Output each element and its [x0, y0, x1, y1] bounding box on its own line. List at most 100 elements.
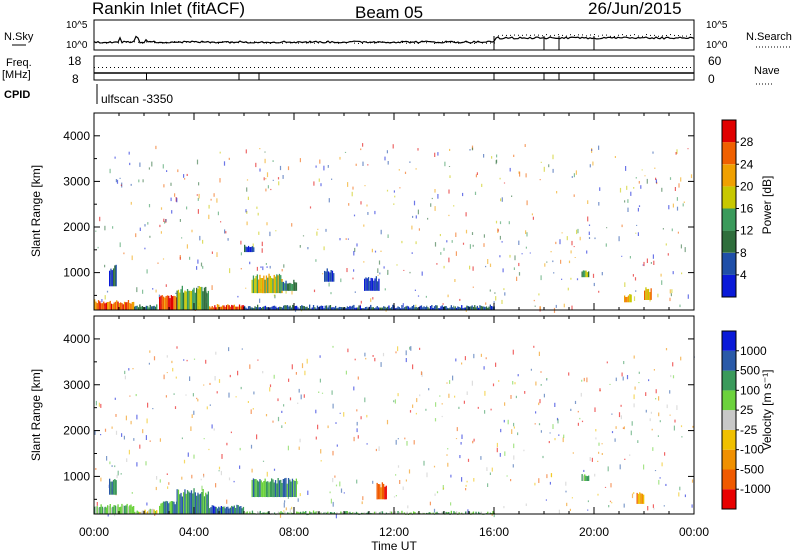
noise-speck [319, 355, 321, 358]
noise-speck [183, 174, 185, 178]
echo-cell [311, 307, 313, 310]
nsearch-dot [246, 41, 247, 43]
noise-speck [499, 177, 501, 180]
noise-speck [687, 294, 689, 299]
nave-dot [94, 67, 95, 68]
echo-cell [122, 304, 124, 310]
echo-cell [121, 503, 123, 514]
noise-speck [496, 159, 498, 163]
nsearch-dot [490, 42, 491, 44]
noise-speck [289, 397, 292, 401]
echo-cell [410, 307, 412, 310]
noise-speck [495, 296, 497, 301]
nsearch-dot [478, 41, 479, 43]
noise-speck [397, 393, 399, 397]
echo-cell [344, 511, 346, 514]
echo-patch [636, 492, 645, 504]
echo-cell [333, 512, 335, 514]
echo-cell [264, 279, 266, 294]
echo-cell [177, 489, 180, 514]
nsearch-dot [618, 34, 619, 36]
nave-dot [622, 67, 623, 68]
noise-speck [404, 171, 407, 174]
nsearch-dot [226, 41, 227, 43]
echo-cell [422, 307, 424, 310]
nave-dot [406, 67, 407, 68]
noise-speck [197, 259, 199, 264]
noise-speck [360, 148, 362, 151]
echo-cell [271, 306, 273, 310]
noise-speck [426, 472, 428, 478]
echo-cell [246, 247, 248, 253]
echo-cell [206, 494, 208, 514]
echo-cell [253, 512, 255, 514]
noise-speck [467, 509, 469, 515]
nsky-trace [93, 34, 695, 50]
echo-cell [236, 306, 238, 310]
nave-dot [118, 67, 119, 68]
noise-speck [352, 277, 354, 280]
noise-speck [123, 252, 125, 255]
noise-speck [558, 509, 560, 515]
noise-speck [166, 473, 168, 475]
noise-speck [680, 177, 682, 182]
echo-cell [244, 305, 246, 310]
noise-speck [262, 371, 264, 374]
noise-speck [257, 212, 259, 216]
nsearch-dot [278, 42, 279, 44]
noise-speck [343, 412, 345, 417]
nave-dot [158, 67, 159, 68]
echo-cell [377, 484, 380, 500]
nsearch-dot [198, 41, 199, 43]
echo-cell [371, 278, 374, 291]
echo-cell [114, 479, 116, 495]
echo-cell [346, 511, 348, 514]
echo-cell [302, 305, 304, 310]
nsearch-dot [126, 41, 127, 43]
echo-cell [110, 303, 113, 310]
noise-speck [277, 398, 279, 402]
noise-speck [449, 148, 451, 151]
echo-cell [439, 308, 441, 310]
nave-dot [462, 67, 463, 68]
noise-speck [111, 426, 113, 429]
echo-cell [108, 505, 110, 514]
nsearch-dot [558, 34, 559, 36]
colorbar-swatch [722, 429, 736, 450]
nsearch-dot [186, 41, 187, 43]
noise-speck [581, 379, 583, 382]
nsearch-dot [150, 41, 151, 43]
noise-speck [447, 448, 449, 450]
nave-dot [306, 67, 307, 68]
nave-dot [342, 67, 343, 68]
noise-speck [594, 473, 596, 477]
echo-cell [379, 512, 381, 514]
noise-speck [374, 250, 377, 253]
noise-speck [554, 438, 556, 441]
noise-speck [554, 402, 556, 407]
echo-cell [140, 306, 142, 310]
noise-speck [104, 428, 107, 432]
echo-cell [326, 268, 328, 282]
noise-speck [265, 178, 267, 180]
echo-cell [148, 307, 150, 310]
nsearch-dot [554, 34, 555, 36]
nsearch-dot [386, 42, 387, 44]
echo-cell [372, 307, 374, 310]
noise-speck [115, 179, 117, 183]
echo-cell [113, 302, 115, 310]
noise-speck [266, 222, 268, 226]
echo-cell [372, 512, 374, 514]
nave-dot [330, 67, 331, 68]
noise-speck [193, 410, 195, 415]
noise-speck [538, 423, 541, 426]
echo-cell [472, 511, 475, 514]
noise-speck [266, 471, 268, 477]
echo-cell [489, 512, 491, 514]
noise-speck [670, 374, 672, 378]
echo-cell [231, 505, 233, 514]
noise-speck [100, 434, 102, 436]
noise-speck [498, 380, 500, 382]
echo-cell [625, 297, 627, 303]
noise-speck [669, 390, 671, 394]
